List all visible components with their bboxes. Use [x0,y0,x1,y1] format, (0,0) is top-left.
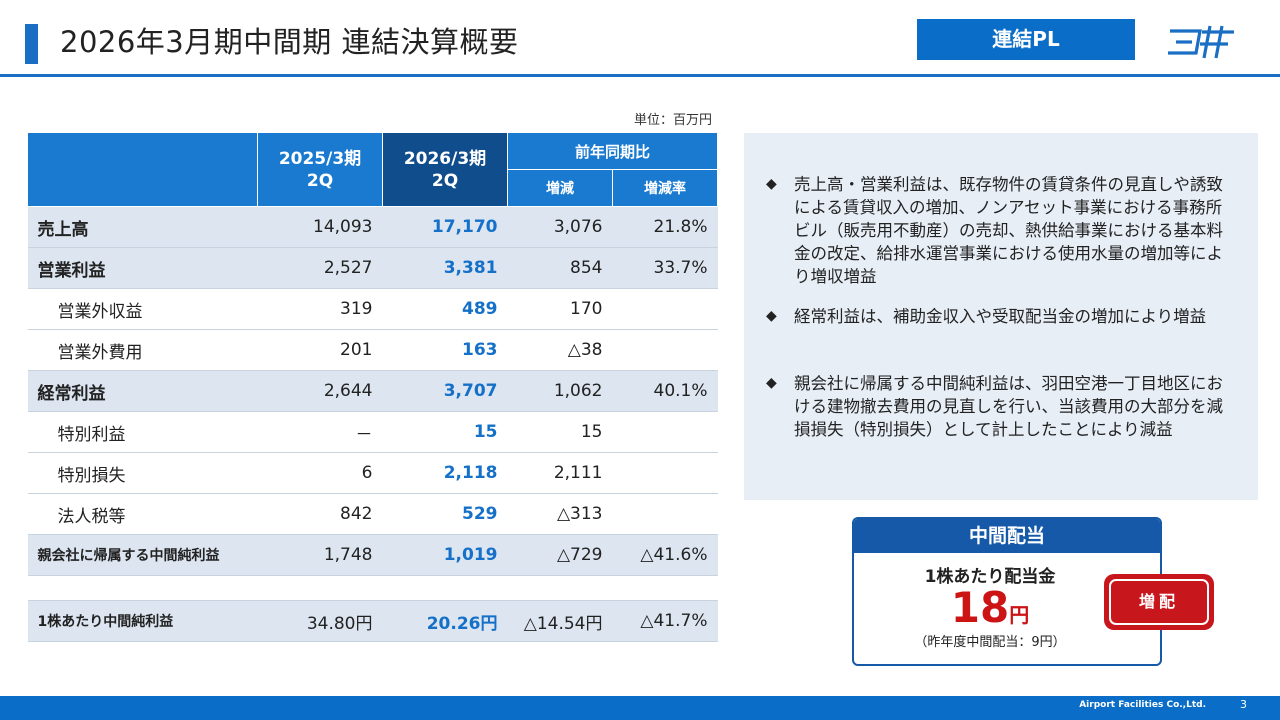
dividend-amount-value: 18 [950,583,1010,632]
change-value: 15 [507,411,613,453]
table-row: 売上高 14,093 17,170 3,076 21.8% [27,206,718,248]
table-row: 親会社に帰属する中間純利益 1,748 1,019 △729 △41.6% [27,534,718,576]
table-row: 経常利益 2,644 3,707 1,062 40.1% [27,370,718,412]
row-label: 1株あたり中間純利益 [27,600,258,642]
header-change-rate: 増減率 [611,169,719,207]
table-row: 特別損失 6 2,118 2,111 [27,452,718,494]
change-rate-value [612,493,718,535]
change-rate-value [612,288,718,330]
row-label: 営業利益 [27,247,258,289]
dividend-amount: 18円 [854,585,1126,631]
change-rate-value [612,411,718,453]
diamond-bullet-icon: ◆ [766,308,777,324]
change-value: △38 [507,329,613,371]
row-label: 特別利益 [27,411,258,453]
current-value: 17,170 [382,206,508,248]
dividend-amount-unit: 円 [1009,603,1030,627]
current-value: 3,707 [382,370,508,412]
dividend-label: 1株あたり配当金 [924,567,1056,587]
footer-company: Airport Facilities Co.,Ltd. [1079,700,1206,710]
current-value: 489 [382,288,508,330]
current-value: 163 [382,329,508,371]
footer-bar: Airport Facilities Co.,Ltd. 3 [0,696,1280,720]
header-change: 増減 [507,169,613,207]
row-label: 売上高 [27,206,258,248]
table-row: 営業外収益 319 489 170 [27,288,718,330]
row-label: 経常利益 [27,370,258,412]
change-rate-value: △41.7% [612,600,718,642]
prev-value: 842 [257,493,383,535]
current-value: 529 [382,493,508,535]
prev-value: 1,748 [257,534,383,576]
header-prev-period: 2025/3期 2Q [257,132,383,207]
change-rate-value: 33.7% [612,247,718,289]
table-row: 1株あたり中間純利益 34.80円 20.26円 △14.54円 △41.7% [27,600,718,642]
change-rate-value: 21.8% [612,206,718,248]
prev-value: 34.80円 [257,600,383,642]
header-yoy: 前年同期比 [506,132,719,170]
current-value: 15 [382,411,508,453]
change-value: 854 [507,247,613,289]
change-value: 2,111 [507,452,613,494]
change-rate-value: 40.1% [612,370,718,412]
prev-value: 319 [257,288,383,330]
change-rate-value [612,329,718,371]
page-number: 3 [1240,698,1247,711]
row-label: 法人税等 [27,493,258,535]
current-value: 3,381 [382,247,508,289]
diamond-bullet-icon: ◆ [766,176,777,192]
commentary-text: 親会社に帰属する中間純利益は、羽田空港一丁目地区における建物撤去費用の見直しを行… [794,374,1223,439]
commentary-text: 経常利益は、補助金収入や受取配当金の増加により増益 [794,307,1207,326]
header-current-period: 2026/3期 2Q [382,132,508,207]
change-value: 3,076 [507,206,613,248]
current-value: 20.26円 [382,600,508,642]
commentary-text: 売上高・営業利益は、既存物件の賃貸条件の見直しや誘致による賃貸収入の増加、ノンア… [794,175,1223,286]
table-row: 営業外費用 201 163 △38 [27,329,718,371]
prev-value: 2,527 [257,247,383,289]
table-row: 特別利益 － 15 15 [27,411,718,453]
table-row: 営業利益 2,527 3,381 854 33.7% [27,247,718,289]
dividend-increase-label: 増配 [1109,579,1209,625]
change-rate-value: △41.6% [612,534,718,576]
change-value: 1,062 [507,370,613,412]
prev-value: 14,093 [257,206,383,248]
change-value: 170 [507,288,613,330]
page-title: 2026年3月期中間期 連結決算概要 [60,25,519,59]
dividend-prior-note: （昨年度中間配当：9円） [914,635,1066,650]
current-value: 1,019 [382,534,508,576]
dividend-increase-badge: 増配 [1104,574,1214,630]
change-rate-value [612,452,718,494]
table-row: 法人税等 842 529 △313 [27,493,718,535]
title-accent-bar [25,24,38,64]
commentary-panel: ◆ 売上高・営業利益は、既存物件の賃貸条件の見直しや誘致による賃貸収入の増加、ノ… [744,133,1258,500]
section-badge: 連結PL [917,19,1135,60]
company-logo-icon [1168,25,1234,59]
row-label: 営業外費用 [27,329,258,371]
current-value: 2,118 [382,452,508,494]
row-label: 特別損失 [27,452,258,494]
header-rule [0,74,1280,77]
table-spacer-row [27,575,718,601]
change-value: △313 [507,493,613,535]
prev-value: － [257,411,383,453]
prev-value: 6 [257,452,383,494]
unit-label: 単位：百万円 [633,113,712,128]
row-label: 営業外収益 [27,288,258,330]
spacer-cell [27,575,718,601]
header-item-column [27,132,258,207]
consolidated-pl-table: 2025/3期 2Q 2026/3期 2Q 前年同期比 増減 増減率 売上高 14,… [27,132,719,642]
prev-value: 2,644 [257,370,383,412]
interim-dividend-card: 中間配当 1株あたり配当金 18円 （昨年度中間配当：9円） [852,517,1162,666]
prev-value: 201 [257,329,383,371]
change-value: △14.54円 [507,600,613,642]
dividend-title: 中間配当 [854,519,1160,553]
diamond-bullet-icon: ◆ [766,375,777,391]
change-value: △729 [507,534,613,576]
row-label: 親会社に帰属する中間純利益 [27,534,258,576]
